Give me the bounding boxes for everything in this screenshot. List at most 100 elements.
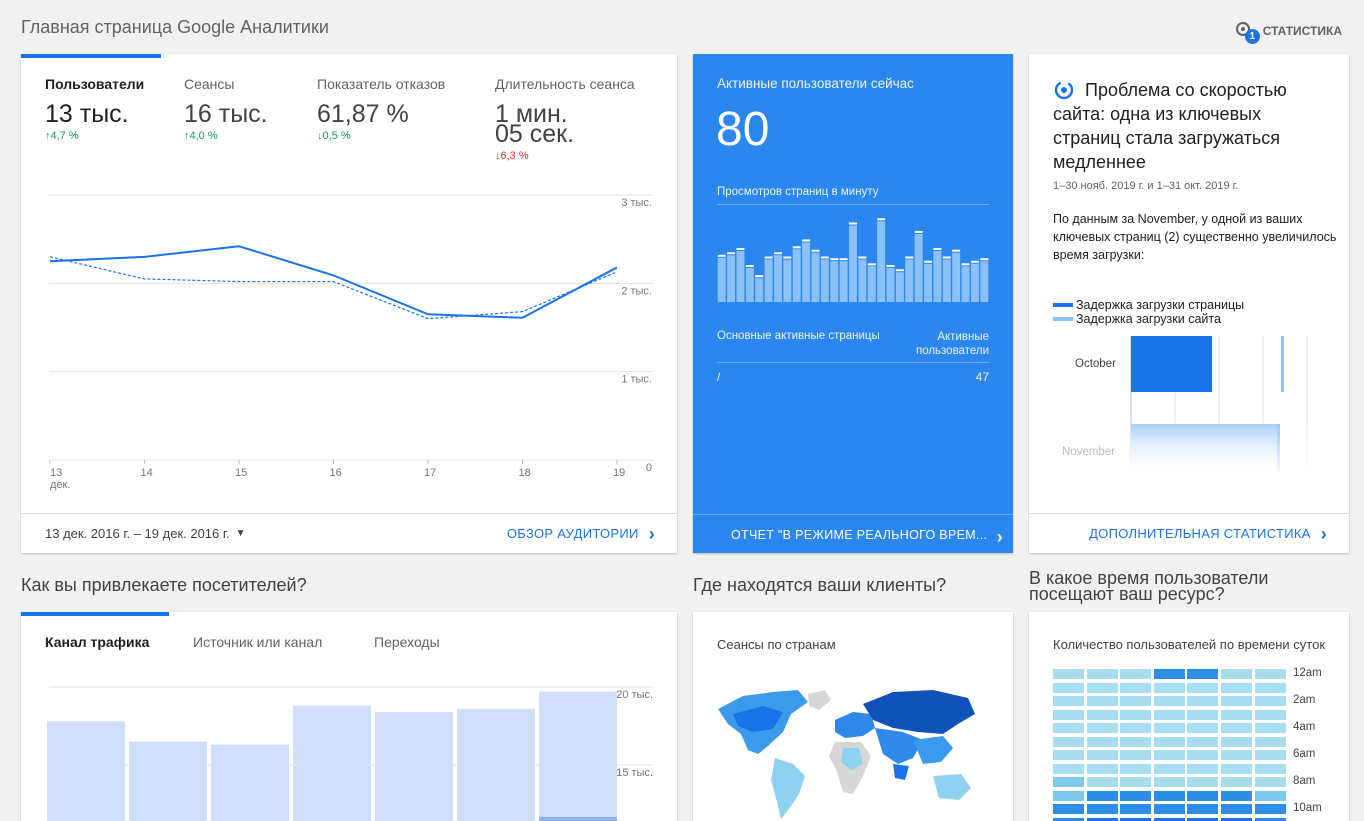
insight-icon	[1053, 78, 1077, 107]
load-time-bar-chart	[1053, 336, 1343, 476]
metric-tab-bounce-rate[interactable]: Показатель отказов 61,87 % ↓0,5 %	[317, 76, 446, 142]
more-insights-link[interactable]: ДОПОЛНИТЕЛЬНАЯ СТАТИСТИКА ›	[1089, 523, 1327, 544]
heatmap-cell	[1086, 736, 1118, 747]
ppm-bar	[802, 242, 811, 302]
ppm-bar-cap	[849, 222, 857, 225]
heatmap-cell	[1153, 736, 1185, 747]
ppm-bar	[783, 259, 792, 302]
heatmap-cell	[1120, 777, 1152, 787]
row-page-path[interactable]: /	[717, 370, 721, 384]
ppm-bar	[895, 272, 904, 302]
tab-source-medium[interactable]: Источник или канал	[193, 634, 323, 650]
ppm-bar	[886, 268, 895, 302]
ppm-bar-cap	[970, 260, 979, 263]
metric-tab-session-duration[interactable]: Длительность сеанса 1 мин. 05 сек. ↓6,3 …	[495, 76, 635, 162]
y-tick-label: 3 тыс.	[621, 197, 652, 209]
ppm-bar-cap	[895, 269, 904, 272]
heatmap-cell	[1221, 817, 1252, 821]
heatmap-cell	[1120, 736, 1152, 747]
heatmap-cell	[1221, 696, 1252, 706]
ppm-bar-cap	[736, 248, 745, 250]
ppm-bar-cap	[914, 231, 923, 233]
heatmap-cell	[1086, 804, 1118, 814]
ppm-bar-cap	[755, 275, 764, 278]
audience-footer: 13 дек. 2016 г. – 19 дек. 2016 г. ▼ ОБЗОР…	[21, 513, 677, 553]
ppm-bar-cap	[933, 248, 942, 250]
heatmap-cell	[1221, 709, 1252, 720]
heatmap-cell	[1221, 777, 1252, 787]
users-line-chart: 3 тыс. 2 тыс. 1 тыс. 0 13 14 15 16 17 18 19 дек.	[49, 194, 653, 491]
bar-october-site	[1281, 336, 1284, 392]
heatmap-cell	[1053, 669, 1084, 679]
ppm-bar	[933, 251, 942, 302]
ppm-bar	[773, 255, 782, 302]
heatmap-cell	[1120, 790, 1152, 801]
heatmap-cell	[1120, 804, 1152, 814]
heatmap-cell	[1254, 790, 1286, 801]
realtime-report-link[interactable]: ОТЧЕТ "В РЕЖИМЕ РЕАЛЬНОГО ВРЕМ... ›	[731, 527, 1003, 547]
audience-card: Пользователи 13 тыс. ↑4,7 % Сеансы 16 ты…	[21, 54, 677, 553]
heatmap-cell	[1086, 723, 1118, 733]
x-tick-label: 16	[330, 467, 342, 479]
heatmap-cell	[1254, 763, 1286, 774]
heatmap-cell	[1086, 750, 1118, 760]
insight-legend: Задержка загрузки страницы Задержка загр…	[1053, 298, 1244, 326]
traffic-bar	[457, 708, 535, 821]
audience-overview-link[interactable]: ОБЗОР АУДИТОРИИ ›	[506, 523, 655, 544]
ppm-bar-cap	[773, 252, 782, 255]
ppm-bar-cap	[942, 256, 951, 259]
heatmap-cell	[1053, 709, 1084, 720]
heatmap-cell	[1187, 817, 1219, 821]
heatmap-cell	[1187, 709, 1219, 720]
arrow-up-icon: ↑	[184, 130, 190, 142]
heatmap-cell	[1153, 790, 1185, 801]
heatmap-cell	[1086, 817, 1118, 821]
world-map[interactable]	[713, 684, 983, 821]
x-tick-label: 14	[141, 467, 153, 479]
heatmap-cell	[1187, 736, 1219, 747]
y-tick-label: 15 тыс.	[616, 767, 653, 779]
statistics-badge: 1	[1244, 29, 1260, 44]
ppm-bar	[914, 234, 923, 302]
heatmap-cell	[1053, 682, 1084, 693]
ppm-bar-cap	[839, 258, 848, 261]
heatmap-cell	[1053, 790, 1084, 801]
heatmap-cell	[1187, 777, 1219, 787]
heatmap-cell	[1153, 709, 1185, 720]
ppm-bar-cap	[924, 260, 933, 263]
heatmap-cell	[1187, 682, 1219, 693]
heatmap-cell	[1254, 750, 1286, 760]
insight-card: Проблема со скоростью сайта: одна из клю…	[1029, 54, 1349, 553]
ppm-bar-cap	[905, 256, 914, 259]
active-tab-indicator	[21, 54, 161, 58]
ppm-bar	[727, 255, 736, 302]
tab-traffic-channel[interactable]: Канал трафика	[45, 634, 150, 650]
heatmap-cell	[1053, 777, 1084, 787]
heatmap-cell	[1153, 696, 1185, 706]
y-tick-label: 2 тыс.	[621, 285, 652, 297]
date-range-picker[interactable]: 13 дек. 2016 г. – 19 дек. 2016 г. ▼	[45, 526, 246, 541]
ppm-bar-cap	[727, 252, 736, 255]
metric-tab-sessions[interactable]: Сеансы 16 тыс. ↑4,0 %	[184, 76, 268, 142]
heatmap-cell	[1153, 682, 1185, 693]
heatmap-cell	[1053, 817, 1084, 821]
ppm-bar	[924, 263, 933, 302]
heatmap-cell	[1086, 709, 1118, 720]
ppm-bar	[830, 261, 839, 302]
heatmap-cell	[1086, 682, 1118, 693]
sessions-by-country-label: Сеансы по странам	[717, 637, 836, 652]
tab-referrals[interactable]: Переходы	[374, 634, 440, 650]
hour-label: 12am	[1293, 667, 1322, 679]
hour-label: 4am	[1293, 721, 1316, 733]
heatmap-cell	[1221, 723, 1252, 733]
ppm-bar	[980, 261, 989, 302]
legend-swatch-page	[1053, 303, 1073, 307]
x-tick-sublabel: дек.	[50, 479, 70, 491]
arrow-down-icon: ↓	[317, 130, 323, 142]
heatmap-cell	[1120, 669, 1152, 679]
statistics-button[interactable]: 1 СТАТИСТИКА	[1235, 20, 1342, 44]
ppm-bar	[961, 266, 970, 302]
heatmap-cell	[1120, 750, 1152, 760]
traffic-bar-chart: 20 тыс. 15 тыс.	[47, 686, 653, 821]
metric-tab-users[interactable]: Пользователи 13 тыс. ↑4,7 %	[45, 76, 145, 142]
